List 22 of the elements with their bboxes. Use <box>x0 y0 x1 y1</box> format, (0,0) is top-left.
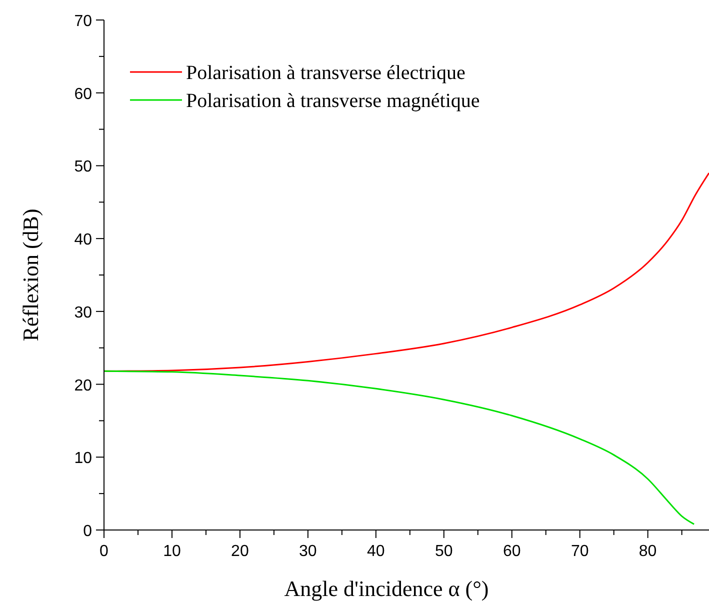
y-tick-label: 20 <box>74 377 92 394</box>
legend-label: Polarisation à transverse électrique <box>186 62 466 84</box>
x-tick-label: 70 <box>570 543 589 560</box>
x-tick-label: 20 <box>231 543 249 560</box>
x-tick-label: 30 <box>299 543 317 560</box>
legend-label: Polarisation à transverse magnétique <box>186 90 480 112</box>
y-tick-label: 0 <box>83 523 92 540</box>
x-tick-label: 80 <box>638 543 657 560</box>
line-series <box>103 370 695 525</box>
y-tick-label: 40 <box>74 232 92 249</box>
y-tick-label: 70 <box>74 13 92 30</box>
y-tick-label: 60 <box>74 86 92 103</box>
x-tick-label: 60 <box>502 543 521 560</box>
y-tick-label: 30 <box>74 304 92 322</box>
x-axis-title: Angle d'incidence α (°) <box>284 576 489 601</box>
x-tick-label: 0 <box>100 543 109 560</box>
y-tick-label: 50 <box>74 158 92 176</box>
x-tick-label: 50 <box>434 543 453 560</box>
x-tick-label: 40 <box>367 543 385 560</box>
x-tick-label: 10 <box>163 543 181 560</box>
y-axis-title: Réflexion (dB) <box>18 208 43 342</box>
y-tick-label: 10 <box>74 450 92 468</box>
